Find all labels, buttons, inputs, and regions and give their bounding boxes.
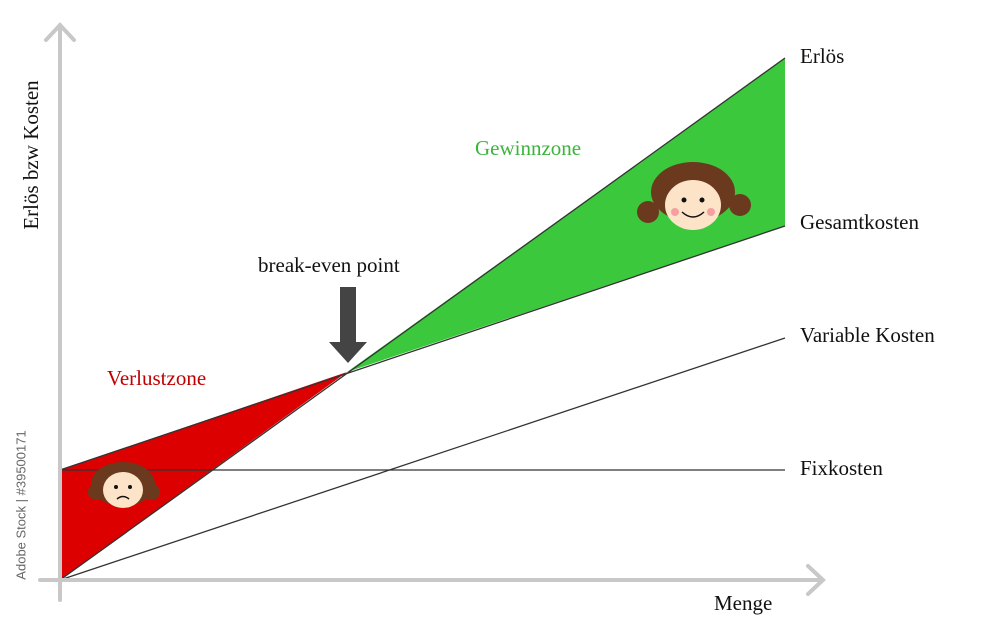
variable-costs-line: [59, 337, 786, 581]
y-axis-label: Erlös bzw Kosten: [19, 80, 43, 230]
total-costs-line: [59, 225, 786, 471]
fixed-costs-label: Fixkosten: [800, 456, 883, 480]
variable-costs-label: Variable Kosten: [800, 323, 935, 347]
axes: [38, 22, 826, 602]
arrow-head: [329, 342, 367, 363]
total-costs-label: Gesamtkosten: [800, 210, 919, 234]
watermark: Adobe Stock | #39500171: [13, 430, 28, 579]
profit-zone-label: Gewinnzone: [475, 136, 581, 160]
y-arrow: [44, 22, 76, 42]
loss-zone-label: Verlustzone: [107, 366, 206, 390]
arrow-shaft: [340, 287, 356, 345]
x-arrow: [806, 564, 826, 596]
sad-face: [88, 462, 160, 508]
revenue-label: Erlös: [800, 44, 844, 68]
break-even-label: break-even point: [258, 253, 400, 277]
happy-face: [637, 162, 751, 230]
x-axis-label: Menge: [714, 591, 772, 615]
revenue-line: [59, 57, 786, 581]
lines: [59, 57, 786, 581]
